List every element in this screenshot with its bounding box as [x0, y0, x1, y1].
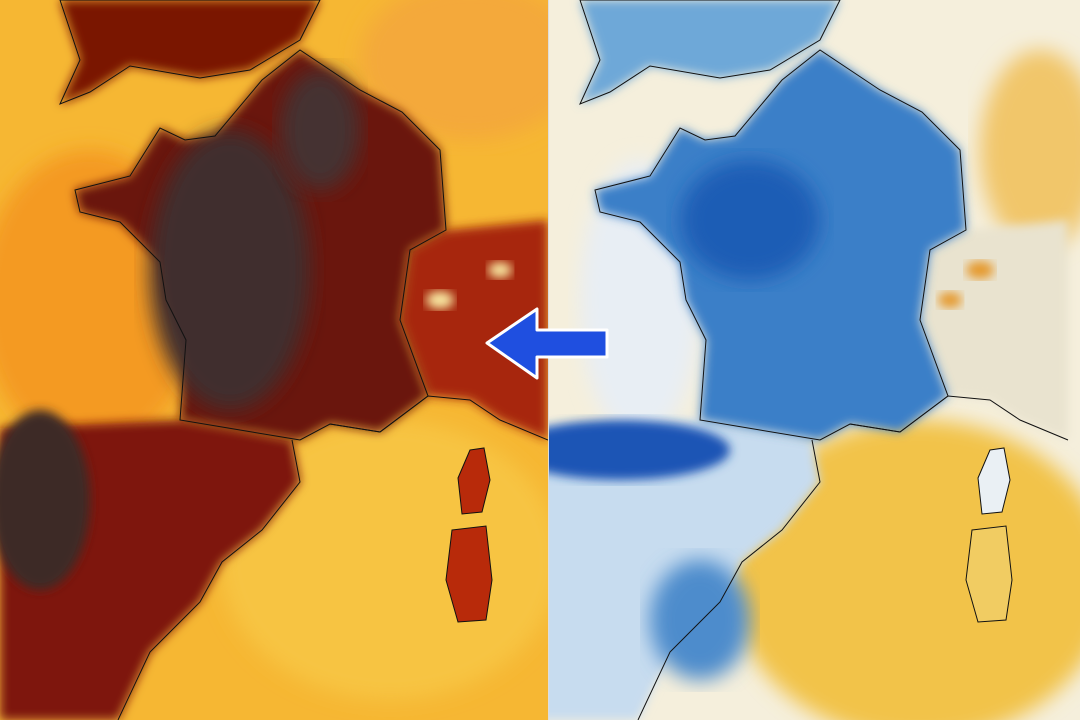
alps-cool-spot	[488, 262, 512, 278]
alps-cool-spot	[426, 291, 454, 309]
north-sea	[360, 0, 548, 140]
coastlines	[579, 0, 1069, 720]
riviera-coast	[329, 395, 548, 441]
spain-coast	[637, 439, 821, 720]
alps-warm-spot	[966, 261, 994, 279]
coastlines	[59, 0, 548, 720]
spain-cold	[650, 560, 750, 680]
left-panel	[0, 0, 548, 720]
riviera-coast	[849, 395, 1069, 441]
spain-coast	[117, 439, 301, 720]
france-hot-north	[280, 70, 360, 190]
arrow	[485, 307, 609, 380]
alps-warm-spot	[938, 292, 962, 308]
france-hot-core	[150, 130, 310, 410]
north-warm	[980, 50, 1080, 250]
pyrenees-cold	[549, 420, 730, 480]
right-geography	[549, 0, 1069, 720]
france-cold-core	[680, 160, 820, 280]
spain-hot-core	[0, 410, 90, 590]
right-panel	[549, 0, 1080, 720]
